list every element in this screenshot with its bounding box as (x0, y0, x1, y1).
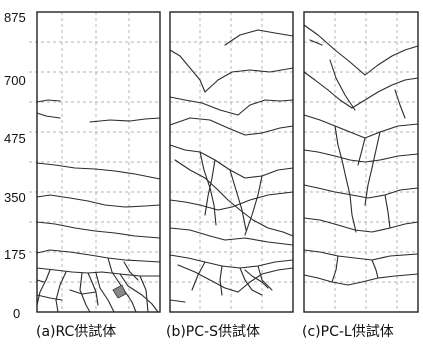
spalling-mark (112, 284, 127, 299)
y-tick-label: 175 (4, 247, 26, 262)
caption-pcs: (b)PC-S供試体 (166, 324, 260, 340)
panel-grid (29, 12, 160, 312)
panel-frame (36, 11, 161, 313)
caption-rc: (a)RC供試体 (36, 324, 116, 340)
y-tick-label: 0 (13, 306, 20, 321)
panel-captions: (a)RC供試体 (b)PC-S供試体 (c)PC-L供試体 (36, 324, 394, 340)
y-axis: 875 700 475 350 175 0 (4, 10, 26, 321)
panel-frame (303, 11, 419, 313)
crack-lines (169, 29, 294, 303)
y-tick-label: 350 (4, 190, 26, 205)
panel-rc (29, 11, 161, 313)
y-tick-label: 475 (4, 131, 26, 146)
panel-pcs (169, 11, 294, 313)
crack-lines (303, 24, 419, 286)
y-tick-label: 875 (4, 10, 26, 25)
y-tick-label: 700 (4, 73, 26, 88)
panel-pcl (303, 11, 419, 313)
caption-pcl: (c)PC-L供試体 (302, 324, 394, 340)
panel-frame (169, 11, 294, 313)
